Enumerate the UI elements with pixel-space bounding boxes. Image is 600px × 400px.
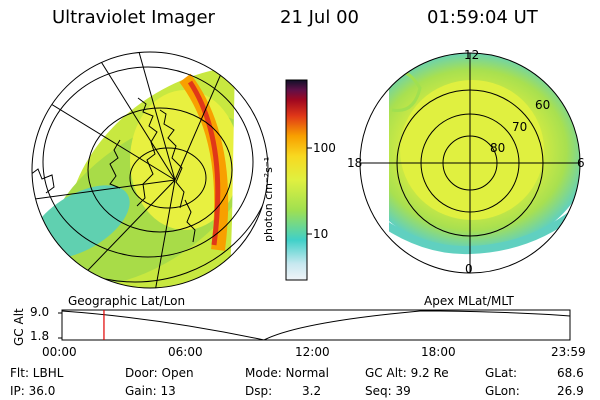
coastlines [32,97,196,243]
mlat-label-80: 80 [490,141,506,155]
date-label: 21 Jul 00 [280,7,359,28]
glon-label: GLon: [485,384,520,398]
gc-alt-status: GC Alt: 9.2 Re [365,366,449,380]
time-tick-0000: 00:00 [42,345,77,359]
time-tick-0600: 06:00 [168,345,203,359]
gc-alt-axis-label: GC Alt [12,308,26,346]
time-tick-1200: 12:00 [295,345,330,359]
apex-caption: Apex MLat/MLT [424,294,514,308]
mlt-label-0: 0 [465,262,473,276]
apex-polar-plot [359,52,581,274]
lat-lon-grid [32,52,268,288]
dsp-label: Dsp: [245,384,273,398]
time-label: 01:59:04 UT [427,7,538,28]
altitude-curve [61,310,571,341]
glon-value: 26.9 [557,384,584,398]
instrument-title: Ultraviolet Imager [52,7,215,28]
mlt-label-6: 6 [577,156,585,170]
globe-limb [31,51,269,289]
color-scale-bar [285,79,312,281]
mlt-label-12: 12 [464,48,480,62]
mlat-label-60: 60 [535,98,551,112]
time-tick-2359: 23:59 [551,345,586,359]
mlat-label-70: 70 [512,120,528,134]
dsp-value: 3.2 [302,384,322,398]
gain-status: Gain: 13 [125,384,176,398]
altitude-plot [58,309,571,341]
ip-status: IP: 36.0 [10,384,56,398]
colorbar-tick-100: 100 [313,141,336,155]
door-status: Door: Open [125,366,194,380]
filter-status: Flt: LBHL [10,366,64,380]
glat-value: 68.6 [557,366,584,380]
mlt-label-18: 18 [347,156,363,170]
geographic-caption: Geographic Lat/Lon [68,294,186,308]
colorbar-tick-10: 10 [313,227,329,241]
alt-tick-9: 9.0 [30,305,50,319]
alt-tick-1-8: 1.8 [30,329,50,343]
time-tick-1800: 18:00 [421,345,456,359]
glat-label: GLat: [485,366,518,380]
seq-status: Seq: 39 [365,384,411,398]
colorbar-unit-label: photon cm⁻²s⁻¹ [262,156,275,242]
mode-status: Mode: Normal [245,366,329,380]
